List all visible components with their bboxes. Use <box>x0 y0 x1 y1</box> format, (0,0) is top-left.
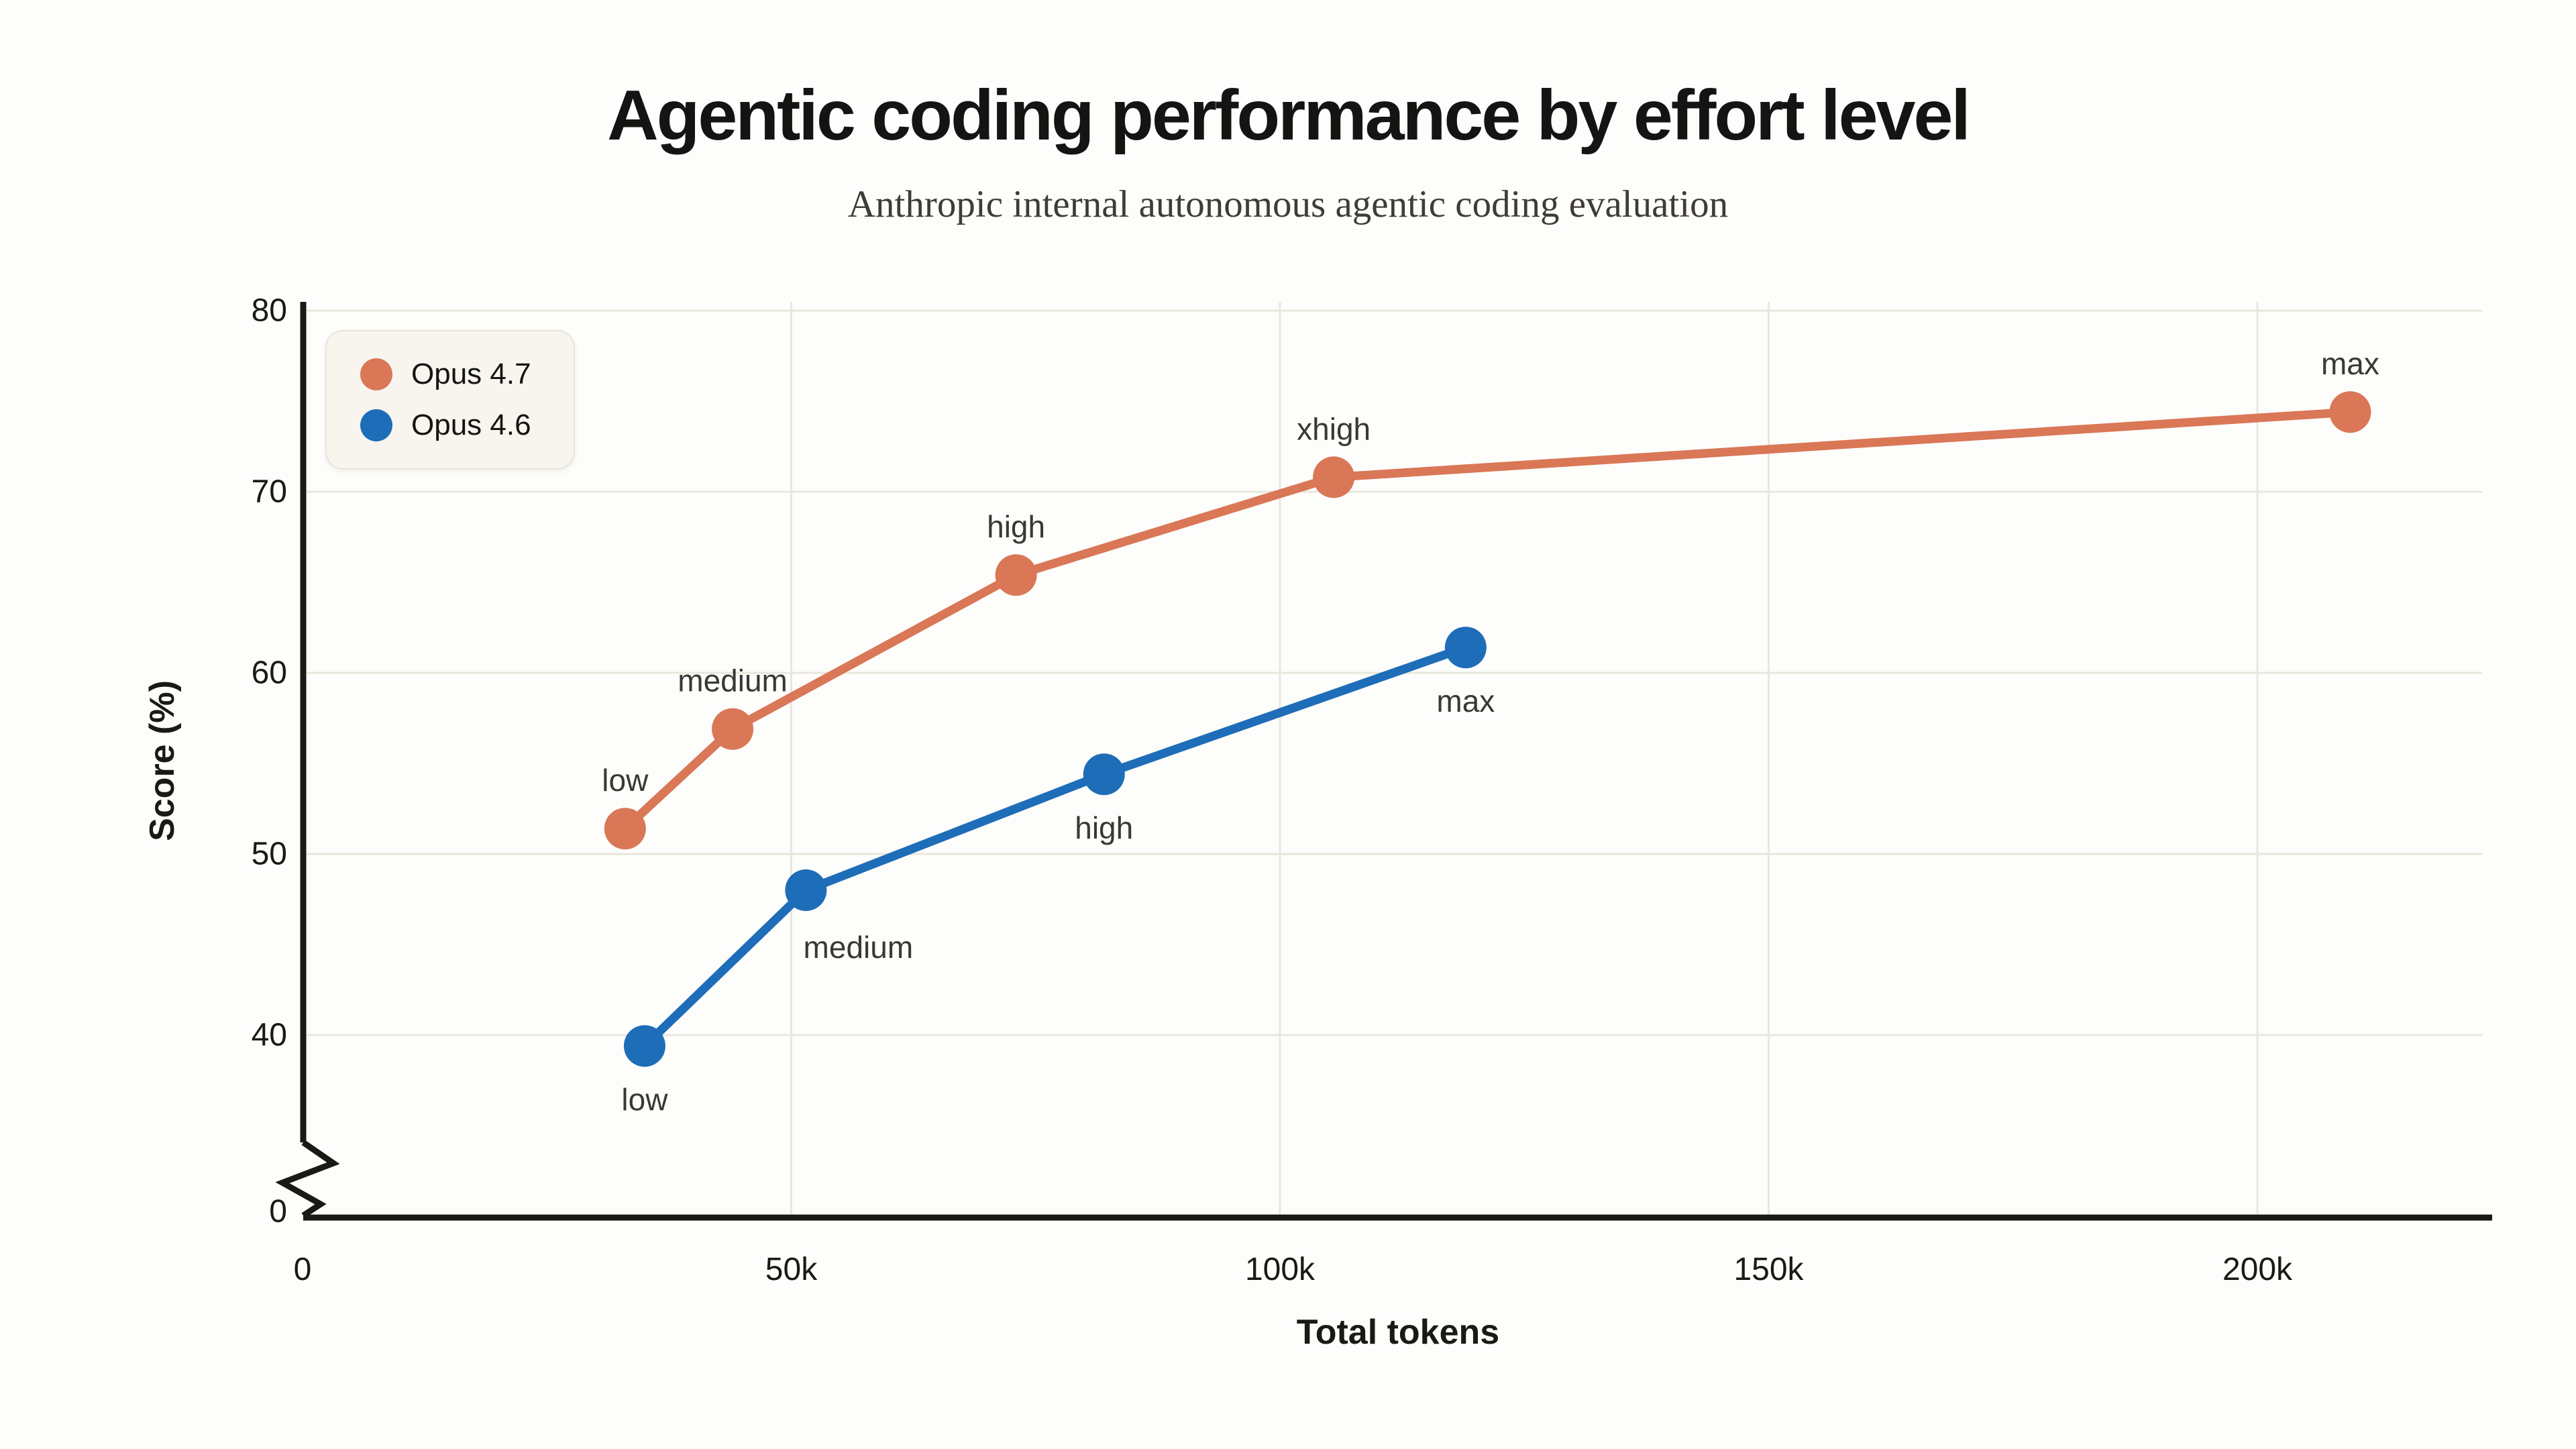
x-tick-label-100k: 100k <box>1245 1252 1316 1287</box>
point-label-opus-4-7-medium: medium <box>678 663 788 698</box>
y-axis-break <box>275 1140 340 1218</box>
point-label-opus-4-6-low: low <box>621 1082 668 1117</box>
point-label-opus-4-6-high: high <box>1075 810 1133 845</box>
y-axis-title: Score (%) <box>143 680 182 841</box>
y-tick-label-40: 40 <box>252 1018 287 1053</box>
point-label-opus-4-6-medium: medium <box>804 930 914 965</box>
legend: Opus 4.7 Opus 4.6 <box>325 330 575 470</box>
data-point-opus-4-7-low <box>604 808 646 850</box>
x-axis-title: Total tokens <box>1296 1313 1500 1352</box>
x-tick-label-50k: 50k <box>765 1252 818 1287</box>
point-label-opus-4-7-low: low <box>602 763 649 798</box>
legend-dot-opus-4-7 <box>360 358 392 390</box>
y-tick-label-80: 80 <box>252 293 287 329</box>
legend-item-opus-4-6: Opus 4.6 <box>360 409 574 442</box>
legend-label-opus-4-7: Opus 4.7 <box>411 358 531 390</box>
point-label-opus-4-6-max: max <box>1436 684 1495 718</box>
x-tick-label-0: 0 <box>294 1252 312 1287</box>
x-tick-label-150k: 150k <box>1733 1252 1804 1287</box>
data-point-opus-4-6-max <box>1444 627 1487 669</box>
data-point-opus-4-7-high <box>995 554 1037 596</box>
y-tick-label-60: 60 <box>252 655 287 691</box>
legend-item-opus-4-7: Opus 4.7 <box>360 358 574 391</box>
data-point-opus-4-7-max <box>2329 391 2371 433</box>
chart-subtitle: Anthropic internal autonomous agentic co… <box>847 183 1729 225</box>
data-point-opus-4-6-low <box>623 1025 665 1067</box>
legend-label-opus-4-6: Opus 4.6 <box>411 409 531 441</box>
legend-dot-opus-4-6 <box>360 409 392 441</box>
x-tick-label-200k: 200k <box>2222 1252 2293 1287</box>
y-tick-label-0: 0 <box>269 1194 287 1230</box>
data-point-opus-4-6-high <box>1083 753 1125 796</box>
y-tick-label-70: 70 <box>252 474 287 510</box>
data-point-opus-4-7-medium <box>712 708 754 750</box>
point-label-opus-4-7-xhigh: xhigh <box>1297 411 1371 446</box>
series-line-opus-4-7 <box>621 407 2355 833</box>
y-tick-label-50: 50 <box>252 837 287 872</box>
series-line-opus-4-6 <box>640 643 1470 1051</box>
data-point-opus-4-6-medium <box>785 869 827 911</box>
point-label-opus-4-7-max: max <box>2321 346 2379 381</box>
data-point-opus-4-7-xhigh <box>1313 456 1355 498</box>
chart-title: Agentic coding performance by effort lev… <box>607 76 1971 155</box>
point-label-opus-4-7-high: high <box>987 509 1045 544</box>
